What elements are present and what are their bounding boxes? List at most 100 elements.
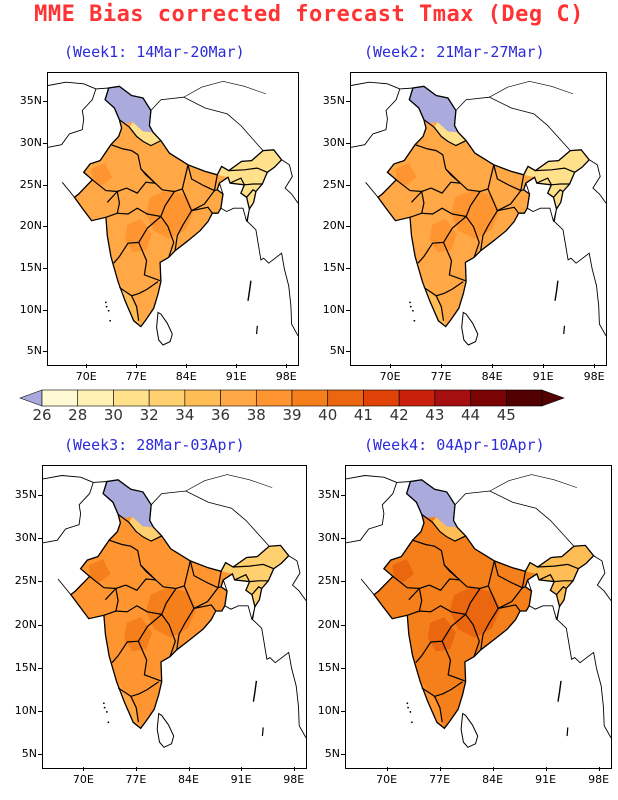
state-boundary xyxy=(125,578,156,592)
colorbar-bin xyxy=(255,389,293,407)
lakshadweep-island xyxy=(109,319,112,322)
lon-tick-label: 84E xyxy=(178,773,199,786)
state-boundary xyxy=(412,539,460,581)
state-boundary xyxy=(249,580,269,583)
pakistan-border xyxy=(351,87,427,198)
lakshadweep-island xyxy=(412,309,414,312)
lat-tick-label: 5N xyxy=(324,747,340,761)
lon-tick xyxy=(186,364,188,368)
lon-tick xyxy=(135,767,137,771)
lat-tick-label: 30N xyxy=(317,531,340,545)
state-boundary xyxy=(536,177,552,186)
colorbar-tick-label: 36 xyxy=(211,406,231,424)
lon-tick xyxy=(439,767,441,771)
northeast-cool-zone xyxy=(228,149,282,209)
lakshadweep-island xyxy=(105,305,108,308)
eastern-border xyxy=(588,159,606,204)
lat-tick-label: 30N xyxy=(322,135,345,149)
lon-tick-label: 84E xyxy=(175,370,197,383)
lon-tick-label: 91E xyxy=(225,370,247,383)
lat-tick xyxy=(43,142,47,144)
state-boundary xyxy=(487,188,524,212)
northeast-cool-zone xyxy=(536,545,594,607)
myanmar-coast xyxy=(553,208,606,337)
state-boundary xyxy=(160,216,175,258)
lon-tick-label: 98E xyxy=(275,370,297,383)
tarim-border xyxy=(185,474,273,492)
week4-map-frame xyxy=(345,465,612,769)
state-boundary xyxy=(183,585,222,610)
lat-tick xyxy=(43,268,47,270)
pakistan-border xyxy=(48,87,123,198)
week2-map xyxy=(351,80,606,346)
state-boundary xyxy=(140,560,191,590)
colorbar-bin xyxy=(434,389,471,407)
lakshadweep-island xyxy=(104,301,107,304)
lon-tick-label: 77E xyxy=(125,370,147,383)
lakshadweep-island xyxy=(406,702,409,705)
pakistan-border xyxy=(43,481,121,596)
state-boundary xyxy=(117,681,160,698)
colorbar-bin xyxy=(220,389,257,407)
bangladesh-coast xyxy=(527,579,560,620)
lat-tick-label: 15N xyxy=(19,261,42,275)
week1-map xyxy=(48,80,298,346)
lat-tick-label: 25N xyxy=(317,574,340,588)
week4-subtitle: (Week4: 04Apr-10Apr) xyxy=(364,436,545,454)
afghan-border xyxy=(351,81,400,90)
colorbar-above-arrow xyxy=(541,389,565,407)
week3-map xyxy=(43,474,306,748)
hot-core-zone xyxy=(91,163,113,186)
southwest-coast-zone xyxy=(420,681,445,729)
colorbar-tick-label: 38 xyxy=(246,406,266,424)
state-boundary xyxy=(130,696,139,723)
colorbar-below-arrow xyxy=(19,389,43,407)
southwest-coast-zone xyxy=(118,281,141,327)
state-boundary xyxy=(423,281,464,297)
state-boundary xyxy=(465,216,480,258)
lat-tick xyxy=(43,351,47,353)
lat-tick xyxy=(346,351,350,353)
lakshadweep-island xyxy=(102,702,105,705)
state-boundary xyxy=(105,191,175,218)
state-boundary xyxy=(108,539,157,581)
lat-tick xyxy=(341,581,345,583)
lat-tick-label: 20N xyxy=(14,617,37,631)
lat-tick-label: 20N xyxy=(19,219,42,233)
lakshadweep-island xyxy=(409,301,411,304)
lat-tick-label: 5N xyxy=(329,344,345,358)
lat-tick-label: 5N xyxy=(21,747,37,761)
colorbar: 26 28 30 32 34 36 38 39 40 41 42 43 44 45 xyxy=(18,386,566,426)
lon-tick xyxy=(543,364,545,368)
lat-tick xyxy=(38,538,42,540)
state-boundary xyxy=(465,614,480,657)
lon-tick xyxy=(492,767,494,771)
colorbar-bin xyxy=(148,389,186,407)
week1-map-frame xyxy=(47,72,299,366)
state-boundary xyxy=(445,164,495,193)
myanmar-coast xyxy=(252,606,306,739)
lat-tick xyxy=(43,101,47,103)
week2-map-frame xyxy=(350,72,607,366)
lat-tick xyxy=(38,495,42,497)
state-boundary xyxy=(140,164,189,193)
lon-tick-label: 70E xyxy=(376,773,398,786)
lat-tick xyxy=(346,142,350,144)
state-boundary xyxy=(228,167,268,173)
lat-tick xyxy=(341,495,345,497)
hot-core-zone xyxy=(88,559,111,583)
lon-tick-label: 70E xyxy=(379,370,401,383)
state-boundary xyxy=(408,587,423,612)
eastern-border xyxy=(593,555,611,601)
state-boundary xyxy=(430,181,461,194)
lat-tick-label: 10N xyxy=(19,302,42,316)
hot-core-zone xyxy=(427,617,456,652)
lon-tick-label: 91E xyxy=(532,370,554,383)
state-boundary xyxy=(480,604,521,650)
tibet-outline xyxy=(454,96,571,176)
state-boundary xyxy=(411,190,425,214)
lon-tick-label: 70E xyxy=(72,773,94,786)
southwest-coast-zone xyxy=(116,681,141,729)
lat-tick-label: 30N xyxy=(19,135,42,149)
lat-tick xyxy=(346,226,350,228)
